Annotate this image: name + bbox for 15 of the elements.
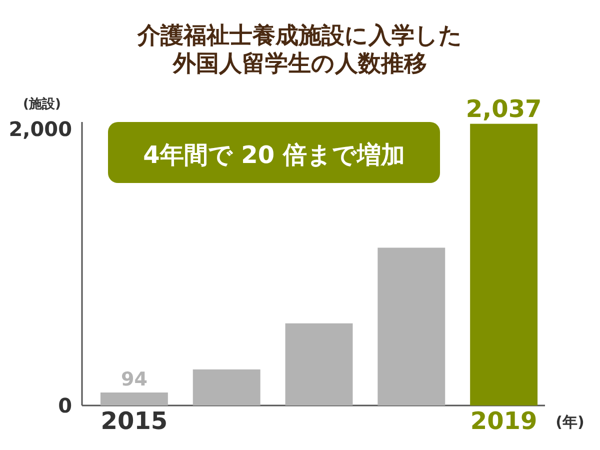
y-tick-label: 0 xyxy=(58,394,72,418)
x-axis-title: (年) xyxy=(556,413,584,431)
x-tick-label: 2019 xyxy=(470,407,538,435)
bar xyxy=(378,248,446,406)
chart-title: 介護福祉士養成施設に入学した外国人留学生の人数推移 xyxy=(136,23,462,77)
bar xyxy=(100,392,168,406)
bar xyxy=(192,369,260,406)
bar xyxy=(285,323,353,406)
y-tick-label: 2,000 xyxy=(8,116,72,141)
data-label: 2,037 xyxy=(466,94,542,123)
annotation: 4年間で 20 倍まで増加 xyxy=(143,141,405,169)
y-axis-title: (施設) xyxy=(23,96,61,112)
x-tick-label: 2015 xyxy=(100,407,168,435)
data-label: 94 xyxy=(120,368,148,390)
bar xyxy=(470,124,538,406)
